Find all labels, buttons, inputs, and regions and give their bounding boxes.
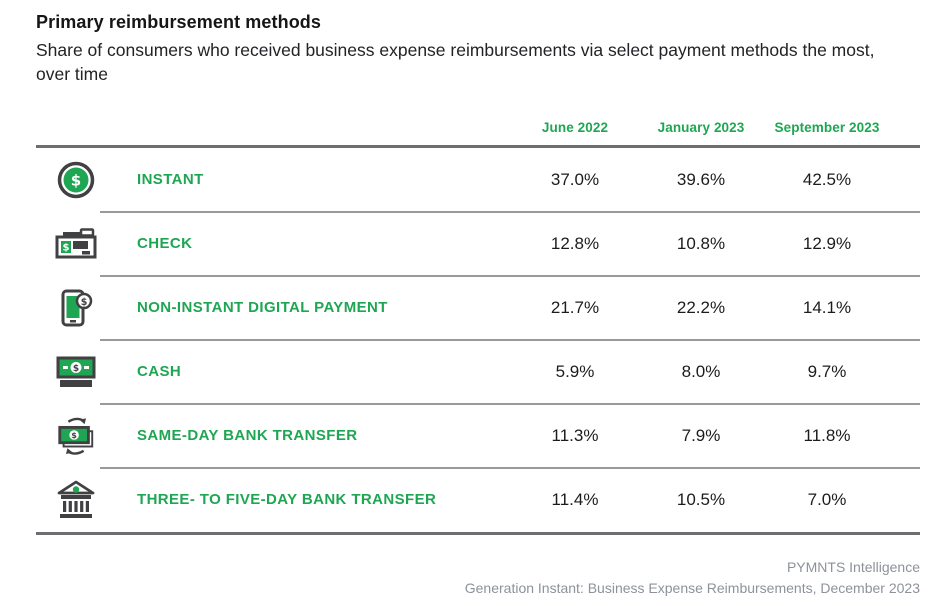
value-cell: 11.4% bbox=[551, 489, 599, 509]
value-cell: 5.9% bbox=[555, 361, 595, 381]
svg-text:$: $ bbox=[73, 364, 79, 374]
value-cell: 21.7% bbox=[550, 297, 600, 317]
svg-text:$: $ bbox=[63, 242, 70, 253]
column-header-1: June 2022 bbox=[541, 119, 609, 135]
money-transfer-icon: $ bbox=[36, 415, 110, 457]
method-label: INSTANT bbox=[137, 171, 204, 189]
table-row: $ CASH 5.9% 8.0% 9.7% bbox=[36, 340, 920, 405]
page-title: Primary reimbursement methods bbox=[36, 12, 321, 32]
table-row: $ CHECK 12.8% 10.8% 12.9% bbox=[36, 212, 920, 277]
method-label: CASH bbox=[137, 363, 182, 381]
value-cell: 10.5% bbox=[676, 489, 726, 509]
svg-text:$: $ bbox=[71, 430, 77, 440]
value-cell: 9.7% bbox=[807, 361, 847, 381]
method-label: NON-INSTANT DIGITAL PAYMENT bbox=[137, 299, 388, 317]
page-subtitle: Share of consumers who received business… bbox=[36, 40, 875, 84]
mobile-payment-icon: $ bbox=[36, 288, 110, 328]
value-cell: 39.6% bbox=[676, 169, 726, 189]
value-cell: 14.1% bbox=[802, 297, 852, 317]
value-cell: 42.5% bbox=[802, 169, 852, 189]
check-pen-icon: $ bbox=[36, 224, 110, 264]
value-cell: 12.9% bbox=[802, 233, 852, 253]
table-top-rule bbox=[36, 144, 920, 148]
table-row: THREE- TO FIVE-DAY BANK TRANSFER 11.4% 10.… bbox=[36, 468, 920, 532]
svg-text:$: $ bbox=[81, 296, 88, 307]
value-cell: 12.8% bbox=[550, 233, 600, 253]
table-row: $ INSTANT 37.0% 39.6% 42.5% bbox=[36, 148, 920, 213]
value-cell: 7.9% bbox=[681, 425, 721, 445]
cash-bill-icon: $ bbox=[36, 352, 110, 392]
method-label: THREE- TO FIVE-DAY BANK TRANSFER bbox=[137, 491, 437, 509]
source-footer: PYMNTS Intelligence Generation Instant: … bbox=[36, 557, 920, 600]
table-row: $ SAME-DAY BANK TRANSFER 11.3% 7.9% 11.8% bbox=[36, 404, 920, 469]
value-cell: 11.8% bbox=[803, 425, 851, 445]
source-line: PYMNTS Intelligence bbox=[786, 558, 920, 575]
value-cell: 22.2% bbox=[676, 297, 726, 317]
svg-text:$: $ bbox=[71, 171, 81, 189]
value-cell: 8.0% bbox=[681, 361, 721, 381]
report-line: Generation Instant: Business Expense Rei… bbox=[464, 580, 920, 597]
method-label: SAME-DAY BANK TRANSFER bbox=[137, 427, 358, 445]
value-cell: 7.0% bbox=[807, 489, 847, 509]
column-header-3: September 2023 bbox=[774, 119, 880, 135]
method-label: CHECK bbox=[137, 235, 193, 253]
table-bottom-rule bbox=[36, 531, 920, 535]
bank-building-icon bbox=[36, 480, 110, 520]
column-header-2: January 2023 bbox=[657, 119, 745, 135]
table-row: $ NON-INSTANT DIGITAL PAYMENT 21.7% 22.2% 14… bbox=[36, 276, 920, 341]
value-cell: 10.8% bbox=[676, 233, 726, 253]
instant-coin-icon: $ bbox=[36, 160, 110, 200]
value-cell: 37.0% bbox=[550, 169, 600, 189]
value-cell: 11.3% bbox=[551, 425, 599, 445]
table-header-row: June 2022 January 2023 September 2023 bbox=[36, 107, 920, 145]
reimbursement-table: $ INSTANT 37.0% 39.6% 42.5% $ CHECK 12.8% 10.8% 1… bbox=[36, 148, 920, 532]
